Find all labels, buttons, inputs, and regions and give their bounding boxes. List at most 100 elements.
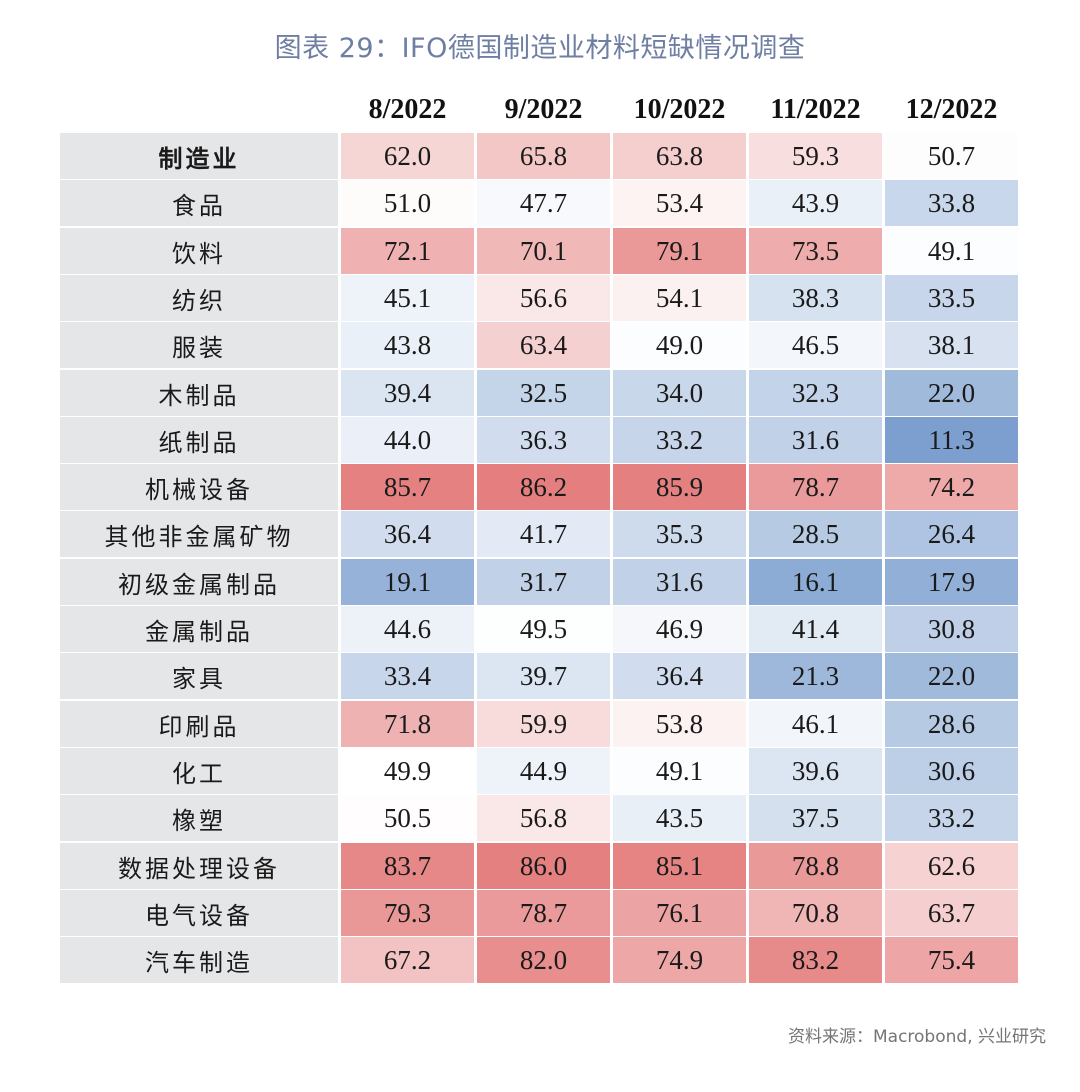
heatmap-cell: 49.9 [341,748,474,794]
heatmap-cell: 56.8 [477,795,610,841]
heatmap-cell: 43.5 [613,795,746,841]
heatmap-cell: 78.8 [749,843,882,889]
table-row: 电气设备 79.3 78.7 76.1 70.8 63.7 [60,890,1021,936]
table-row: 饮料 72.1 70.1 79.1 73.5 49.1 [60,228,1021,274]
heatmap-cell: 63.4 [477,322,610,368]
heatmap-cell: 33.5 [885,275,1018,321]
row-label: 初级金属制品 [60,559,338,605]
table-row: 其他非金属矿物 36.4 41.7 35.3 28.5 26.4 [60,511,1021,557]
heatmap-cell: 31.7 [477,559,610,605]
heatmap-cell: 82.0 [477,937,610,983]
column-header: 8/2022 [368,94,447,125]
heatmap-cell: 34.0 [613,370,746,416]
heatmap-cell: 28.5 [749,511,882,557]
heatmap-cell: 31.6 [749,417,882,463]
heatmap-cell: 70.1 [477,228,610,274]
heatmap-cell: 33.2 [613,417,746,463]
column-header: 9/2022 [504,94,583,125]
row-label: 食品 [60,180,338,226]
heatmap-cell: 32.5 [477,370,610,416]
heatmap-cell: 49.0 [613,322,746,368]
column-header: 12/2022 [905,94,998,125]
heatmap-cell: 39.6 [749,748,882,794]
heatmap-cell: 21.3 [749,653,882,699]
heatmap-cell: 46.1 [749,701,882,747]
row-label: 印刷品 [60,701,338,747]
heatmap-cell: 78.7 [749,464,882,510]
heatmap-cell: 86.2 [477,464,610,510]
heatmap-cell: 79.3 [341,890,474,936]
heatmap-cell: 38.1 [885,322,1018,368]
row-label: 制造业 [60,133,338,179]
heatmap-cell: 47.7 [477,180,610,226]
heatmap-cell: 30.6 [885,748,1018,794]
heatmap-cell: 70.8 [749,890,882,936]
heatmap-cell: 37.5 [749,795,882,841]
heatmap-cell: 76.1 [613,890,746,936]
chart-title: 图表 29：IFO德国制造业材料短缺情况调查 [274,33,806,64]
heatmap-cell: 44.6 [341,606,474,652]
table-row: 家具 33.4 39.7 36.4 21.3 22.0 [60,653,1021,699]
table-row: 纸制品 44.0 36.3 33.2 31.6 11.3 [60,417,1021,463]
heatmap-cell: 39.4 [341,370,474,416]
heatmap-cell: 44.0 [341,417,474,463]
heatmap-cell: 56.6 [477,275,610,321]
heatmap-cell: 63.8 [613,133,746,179]
heatmap-cell: 54.1 [613,275,746,321]
heatmap-cell: 53.4 [613,180,746,226]
heatmap-cell: 31.6 [613,559,746,605]
row-label: 电气设备 [60,890,338,936]
heatmap-cell: 71.8 [341,701,474,747]
table-row: 金属制品 44.6 49.5 46.9 41.4 30.8 [60,606,1021,652]
table-row: 制造业 62.0 65.8 63.8 59.3 50.7 [60,133,1021,179]
heatmap-cell: 17.9 [885,559,1018,605]
heatmap-cell: 65.8 [477,133,610,179]
heatmap-cell: 72.1 [341,228,474,274]
row-label: 机械设备 [60,464,338,510]
row-label: 化工 [60,748,338,794]
heatmap-cell: 73.5 [749,228,882,274]
source-note: 资料来源：Macrobond, 兴业研究 [787,1027,1046,1047]
row-label: 家具 [60,653,338,699]
column-header: 10/2022 [633,94,726,125]
row-label: 纺织 [60,275,338,321]
heatmap-cell: 79.1 [613,228,746,274]
row-label: 汽车制造 [60,937,338,983]
table-row: 食品 51.0 47.7 53.4 43.9 33.8 [60,180,1021,226]
heatmap-cell: 62.6 [885,843,1018,889]
heatmap-cell: 33.4 [341,653,474,699]
heatmap-cell: 36.3 [477,417,610,463]
table-row: 机械设备 85.7 86.2 85.9 78.7 74.2 [60,464,1021,510]
heatmap-cell: 74.2 [885,464,1018,510]
table-row: 数据处理设备 83.7 86.0 85.1 78.8 62.6 [60,843,1021,889]
heatmap-cell: 32.3 [749,370,882,416]
row-label: 木制品 [60,370,338,416]
heatmap-cell: 63.7 [885,890,1018,936]
heatmap-cell: 67.2 [341,937,474,983]
heatmap-cell: 11.3 [885,417,1018,463]
heatmap-cell: 78.7 [477,890,610,936]
heatmap-cell: 83.7 [341,843,474,889]
heatmap-cell: 28.6 [885,701,1018,747]
table-row: 初级金属制品 19.1 31.7 31.6 16.1 17.9 [60,559,1021,605]
heatmap-cell: 49.1 [885,228,1018,274]
heatmap-cell: 86.0 [477,843,610,889]
heatmap-cell: 59.9 [477,701,610,747]
heatmap-cell: 75.4 [885,937,1018,983]
heatmap-cell: 74.9 [613,937,746,983]
heatmap-cell: 53.8 [613,701,746,747]
heatmap-cell: 41.4 [749,606,882,652]
table-row: 汽车制造 67.2 82.0 74.9 83.2 75.4 [60,937,1021,983]
heatmap-cell: 85.9 [613,464,746,510]
heatmap-cell: 16.1 [749,559,882,605]
row-label: 服装 [60,322,338,368]
column-header: 11/2022 [770,94,861,125]
heatmap-cell: 50.7 [885,133,1018,179]
heatmap-cell: 49.5 [477,606,610,652]
row-label: 橡塑 [60,795,338,841]
table-row: 木制品 39.4 32.5 34.0 32.3 22.0 [60,370,1021,416]
heatmap-cell: 59.3 [749,133,882,179]
heatmap-cell: 43.9 [749,180,882,226]
heatmap-cell: 38.3 [749,275,882,321]
table-row: 服装 43.8 63.4 49.0 46.5 38.1 [60,322,1021,368]
